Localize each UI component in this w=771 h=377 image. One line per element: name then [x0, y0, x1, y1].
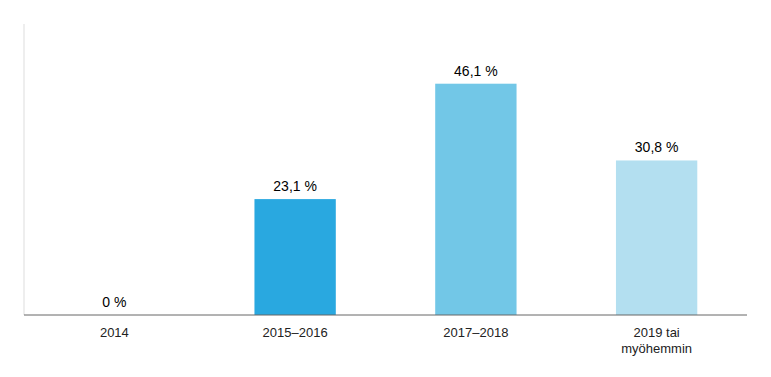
chart-svg: 2014 2015–2016 2017–2018 2019 taimyöhemmin 0… [0, 0, 771, 377]
data-label: 23,1 % [273, 178, 317, 194]
x-tick-label: 2015–2016 [263, 325, 328, 340]
bar [616, 160, 697, 315]
bar [435, 84, 516, 315]
data-label: 46,1 % [454, 63, 498, 79]
data-label: 0 % [102, 294, 126, 310]
x-tick-label: 2017–2018 [443, 325, 508, 340]
x-axis-line [24, 315, 747, 316]
y-axis-line [24, 24, 25, 315]
x-tick-label: 2019 taimyöhemmin [621, 325, 692, 356]
x-tick-label: 2014 [100, 325, 129, 340]
chart-container: 2014 2015–2016 2017–2018 2019 taimyöhemmin 0… [0, 0, 771, 377]
bars [254, 84, 697, 315]
bar [254, 199, 335, 315]
data-label: 30,8 % [635, 139, 679, 155]
